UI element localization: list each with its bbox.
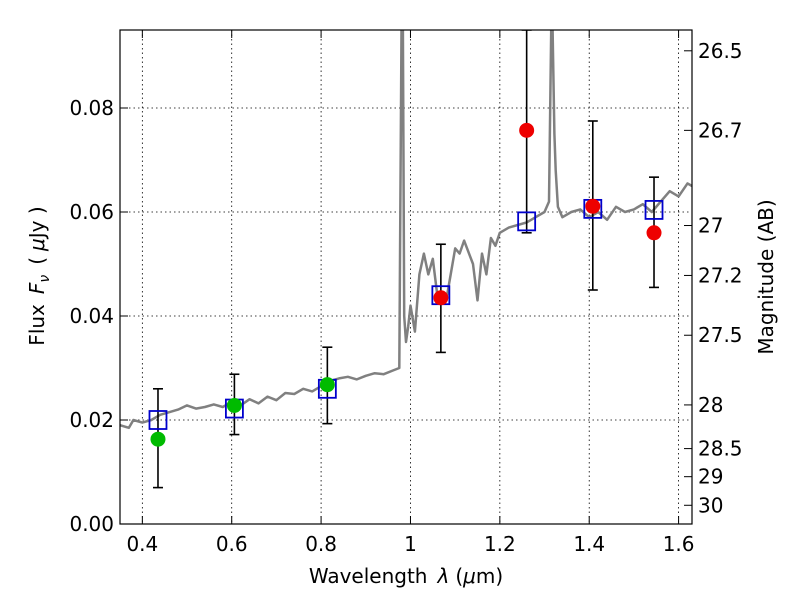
model-photometry-square [148,410,168,430]
grid-lines [120,30,692,525]
y-tick-label: 0.04 [69,304,114,328]
y-tick-label: 0.02 [69,408,114,432]
x-tick-label: 1.6 [663,532,695,556]
axis-ticks [120,30,692,525]
y2-tick-label: 30 [698,493,723,517]
photometry-points [148,122,664,447]
y2-tick-label: 27.2 [698,263,743,287]
x-axis-label: Wavelength λ (μm) [309,564,503,588]
y2-tick-label: 27.5 [698,323,743,347]
model-photometry-square [517,211,537,232]
x-tick-label: 1.4 [573,532,605,556]
y-tick-label: 0.06 [69,200,114,224]
x-tick-label: 1.2 [484,532,516,556]
model-photometry-square [644,200,664,220]
y2-tick-label: 28 [698,393,723,417]
x-tick-label: 1 [404,532,417,556]
tick-labels: 0.4 0.6 0.8 1 1.2 1.4 1.6 0.00 0.02 0.04 0.06 0.08 2… [69,39,742,556]
observed-flux-point [585,198,601,214]
y-axis-label: FluxFν(μJy ) [25,206,53,345]
observed-flux-point [519,122,535,138]
observed-flux-point [319,377,335,393]
y2-tick-label: 26.7 [698,118,743,142]
observed-flux-point [433,290,449,306]
y-tick-label: 0.08 [69,96,114,120]
x-tick-label: 0.8 [305,532,337,556]
y2-tick-label: 28.5 [698,437,743,461]
x-tick-label: 0.4 [126,532,158,556]
observed-flux-point [646,225,662,241]
y2-tick-label: 29 [698,465,723,489]
x-tick-label: 0.6 [216,532,248,556]
y-tick-label: 0.00 [69,512,114,536]
y2-tick-label: 27 [698,214,723,238]
plot-frame [119,29,693,525]
error-bars [152,30,660,489]
model-spectrum [120,30,692,430]
y2-axis-label: Magnitude (AB) [754,199,778,354]
observed-flux-point [150,431,166,447]
spectrum-line [120,30,692,430]
observed-flux-point [226,397,242,413]
y2-tick-label: 26.5 [698,39,743,63]
